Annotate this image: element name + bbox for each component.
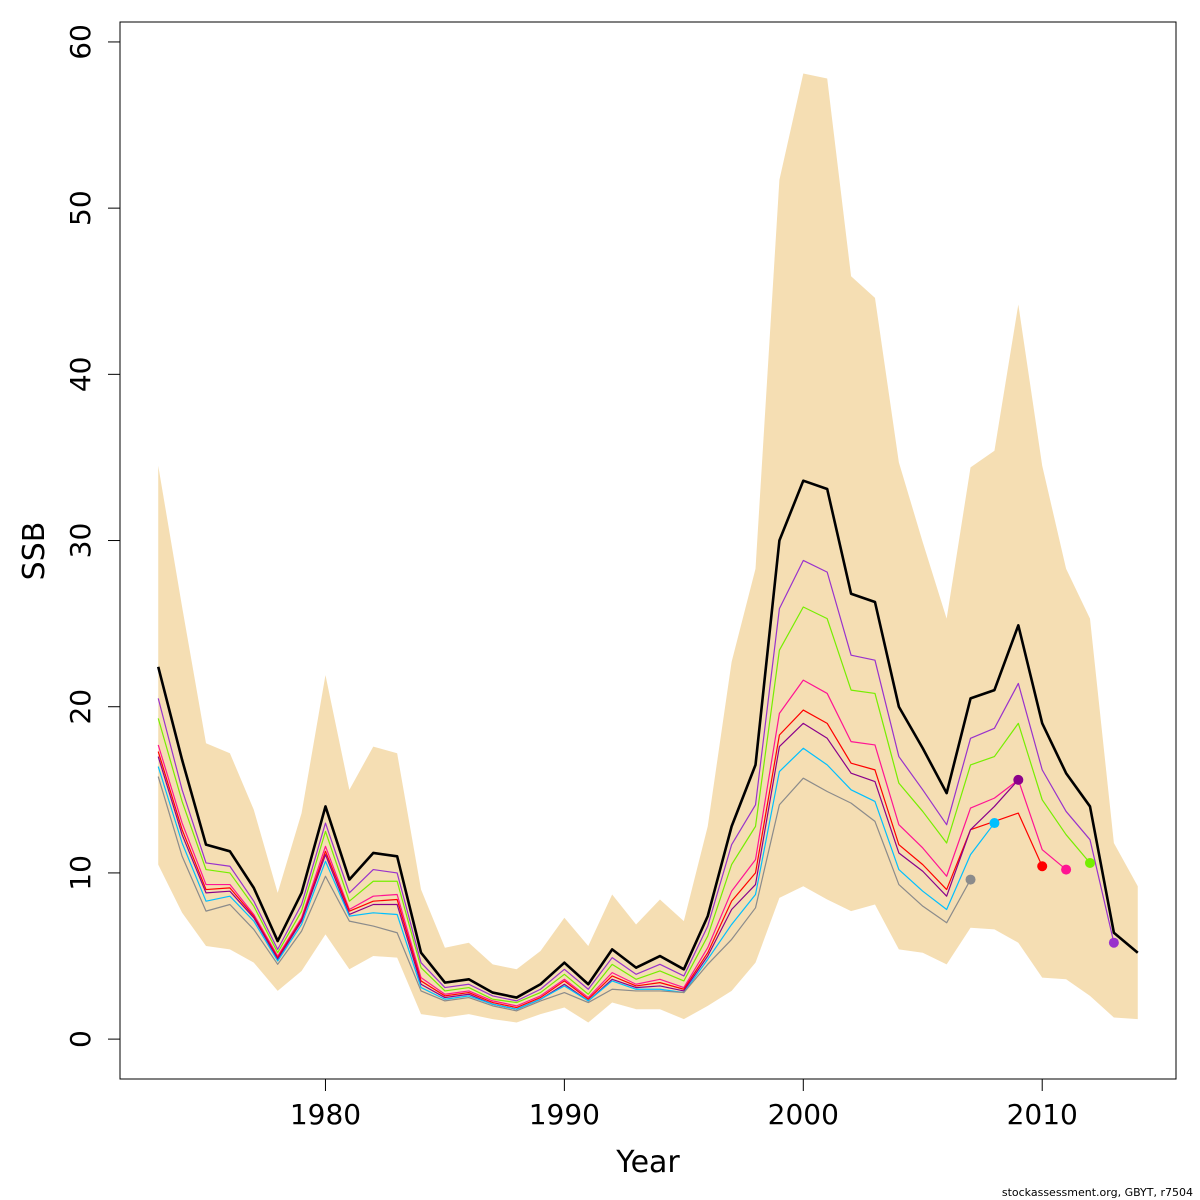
ssb-estimate-line (156, 479, 1139, 999)
y-axis: 0 10 20 30 40 50 60 (64, 24, 120, 1048)
x-tick-label: 2000 (768, 1098, 839, 1131)
retro-peel-endpoint-5 (1013, 774, 1024, 785)
y-tick-label: 30 (64, 523, 97, 559)
y-tick-label: 60 (64, 24, 97, 60)
y-tick-label: 20 (64, 689, 97, 725)
retro-peel-endpoint-3 (1061, 864, 1072, 875)
y-axis-title: SSB (17, 522, 52, 581)
retro-peel-endpoint-4 (1037, 861, 1048, 872)
retro-peel-line-2 (157, 606, 1091, 1004)
x-tick-label: 1990 (529, 1098, 600, 1131)
retro-peel-endpoint-7 (965, 874, 976, 885)
plot-frame (119, 21, 1177, 1080)
retro-peel-endpoint-1 (1108, 937, 1119, 948)
retro-peel-endpoint-6 (989, 818, 1000, 829)
y-tick-label: 10 (64, 855, 97, 891)
footer-credit: stockassessment.org, GBYT, r7504 (1002, 1186, 1193, 1199)
x-tick-label: 2010 (1007, 1098, 1078, 1131)
x-tick-label: 1980 (290, 1098, 361, 1131)
retro-peel-line-4 (157, 709, 1043, 1009)
y-tick-label: 0 (64, 1030, 97, 1048)
retro-peel-line-3 (157, 679, 1067, 1007)
retro-peel-line-1 (157, 559, 1115, 1002)
plot-area (156, 73, 1139, 1023)
x-axis: 1980 1990 2000 2010 (290, 1079, 1078, 1131)
y-tick-label: 40 (64, 357, 97, 393)
retro-peel-endpoint-2 (1084, 857, 1095, 868)
retro-peel-line-7 (157, 776, 972, 1012)
retro-peel-line-6 (157, 747, 995, 1010)
confidence-band (158, 73, 1138, 1023)
y-tick-label: 50 (64, 190, 97, 226)
x-axis-title: Year (615, 1145, 680, 1180)
